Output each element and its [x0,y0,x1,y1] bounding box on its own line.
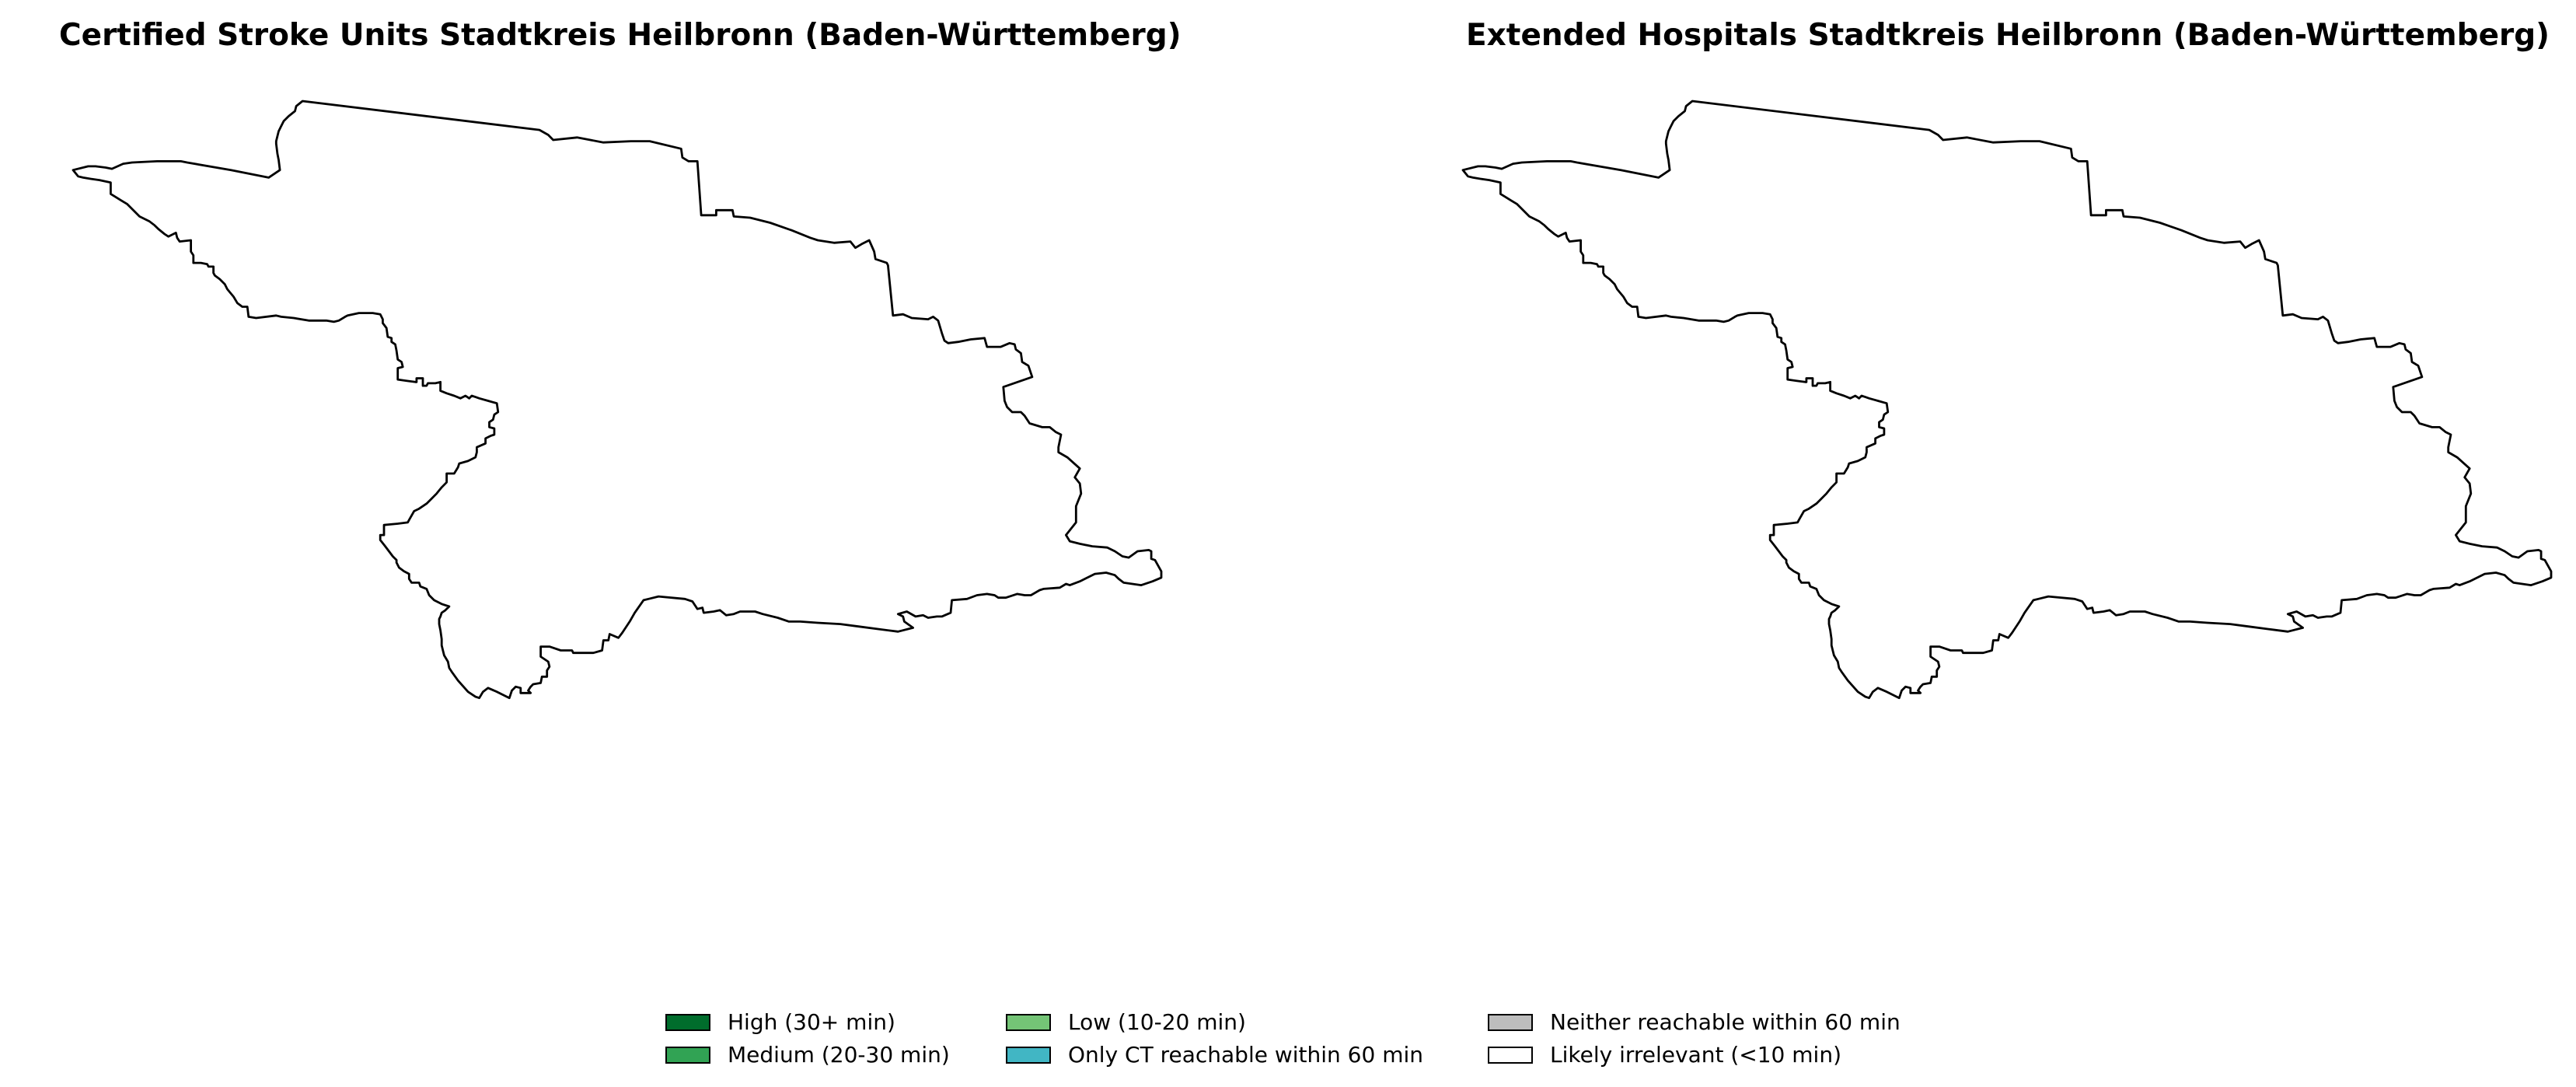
district-outline-heilbronn [72,100,1163,700]
legend-label-low: Low (10-20 min) [1068,1009,1246,1035]
legend-swatch-irrelevant [1488,1047,1533,1064]
legend-swatch-high [665,1014,710,1031]
district-outline-heilbronn [1461,100,2553,700]
map-extended-hospitals [1461,100,2553,700]
legend-swatch-only-ct [1006,1047,1051,1064]
map-certified-stroke-units [72,100,1163,700]
legend-swatch-low [1006,1014,1051,1031]
legend-swatch-neither [1488,1014,1533,1031]
legend-label-neither: Neither reachable within 60 min [1550,1009,1901,1035]
legend-label-irrelevant: Likely irrelevant (<10 min) [1550,1042,1841,1068]
map-title-extended-hospitals: Extended Hospitals Stadtkreis Heilbronn … [1466,18,2550,53]
legend-label-high: High (30+ min) [728,1009,895,1035]
legend-swatch-medium [665,1047,710,1064]
map-legend: High (30+ min) Medium (20-30 min) Low (1… [665,1008,1948,1082]
legend-label-medium: Medium (20-30 min) [728,1042,950,1068]
legend-label-only-ct: Only CT reachable within 60 min [1068,1042,1424,1068]
map-title-certified-stroke-units: Certified Stroke Units Stadtkreis Heilbr… [59,18,1182,53]
